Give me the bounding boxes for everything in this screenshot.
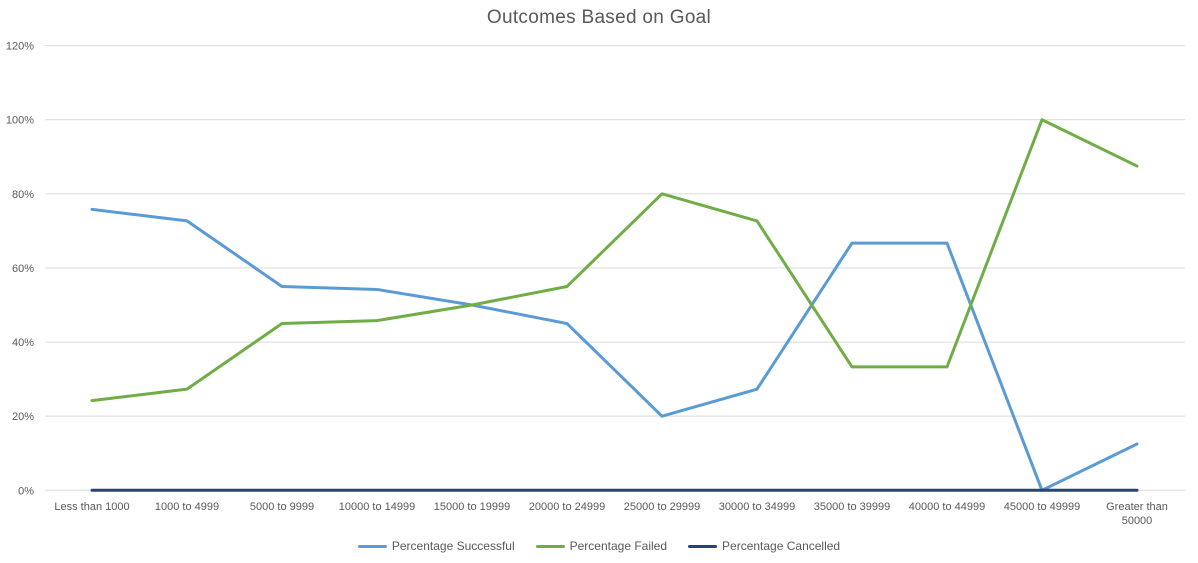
y-axis-tick-label: 80% xyxy=(12,189,34,201)
y-axis-tick-label: 100% xyxy=(6,115,34,127)
x-axis-category-label: 25000 to 29999 xyxy=(624,501,700,513)
x-axis-category-label: Less than 1000 xyxy=(54,501,129,513)
legend-label-cancelled: Percentage Cancelled xyxy=(722,539,841,553)
legend-item-percentage-successful: Percentage Successful xyxy=(357,539,515,553)
y-axis-tick-label: 20% xyxy=(12,411,34,423)
x-axis-category-label: 5000 to 9999 xyxy=(250,501,314,513)
legend-item-percentage-failed: Percentage Failed xyxy=(535,539,668,553)
legend: Percentage Successful Percentage Failed … xyxy=(0,539,1198,553)
x-axis-category-label: 40000 to 44999 xyxy=(909,501,985,513)
legend-label-successful: Percentage Successful xyxy=(391,539,515,553)
legend-label-failed: Percentage Failed xyxy=(569,539,668,553)
x-axis-category-label: 20000 to 24999 xyxy=(529,501,605,513)
x-axis-category-label: 30000 to 34999 xyxy=(719,501,795,513)
series-line-percentage-successful xyxy=(90,207,1139,492)
x-axis-category-label: 15000 to 19999 xyxy=(434,501,510,513)
x-axis-category-label: 35000 to 39999 xyxy=(814,501,890,513)
x-axis-category-label: 45000 to 49999 xyxy=(1004,501,1080,513)
legend-swatch-failed-icon xyxy=(535,544,565,548)
y-axis-tick-label: 120% xyxy=(6,41,34,53)
x-axis-category-label: 50000 xyxy=(1122,515,1153,527)
series-line-percentage-failed xyxy=(90,118,1139,403)
legend-item-percentage-cancelled: Percentage Cancelled xyxy=(688,539,840,553)
legend-swatch-cancelled-icon xyxy=(688,544,718,548)
legend-swatch-successful-icon xyxy=(357,544,387,548)
y-axis-tick-label: 40% xyxy=(12,337,34,349)
y-axis-tick-label: 0% xyxy=(18,485,34,497)
y-axis-tick-label: 60% xyxy=(12,263,34,275)
x-axis-category-label: 1000 to 4999 xyxy=(155,501,219,513)
chart-title: Outcomes Based on Goal xyxy=(486,7,712,28)
x-axis-category-label: Greater than xyxy=(1106,501,1168,513)
x-axis-category-label: 10000 to 14999 xyxy=(339,501,415,513)
